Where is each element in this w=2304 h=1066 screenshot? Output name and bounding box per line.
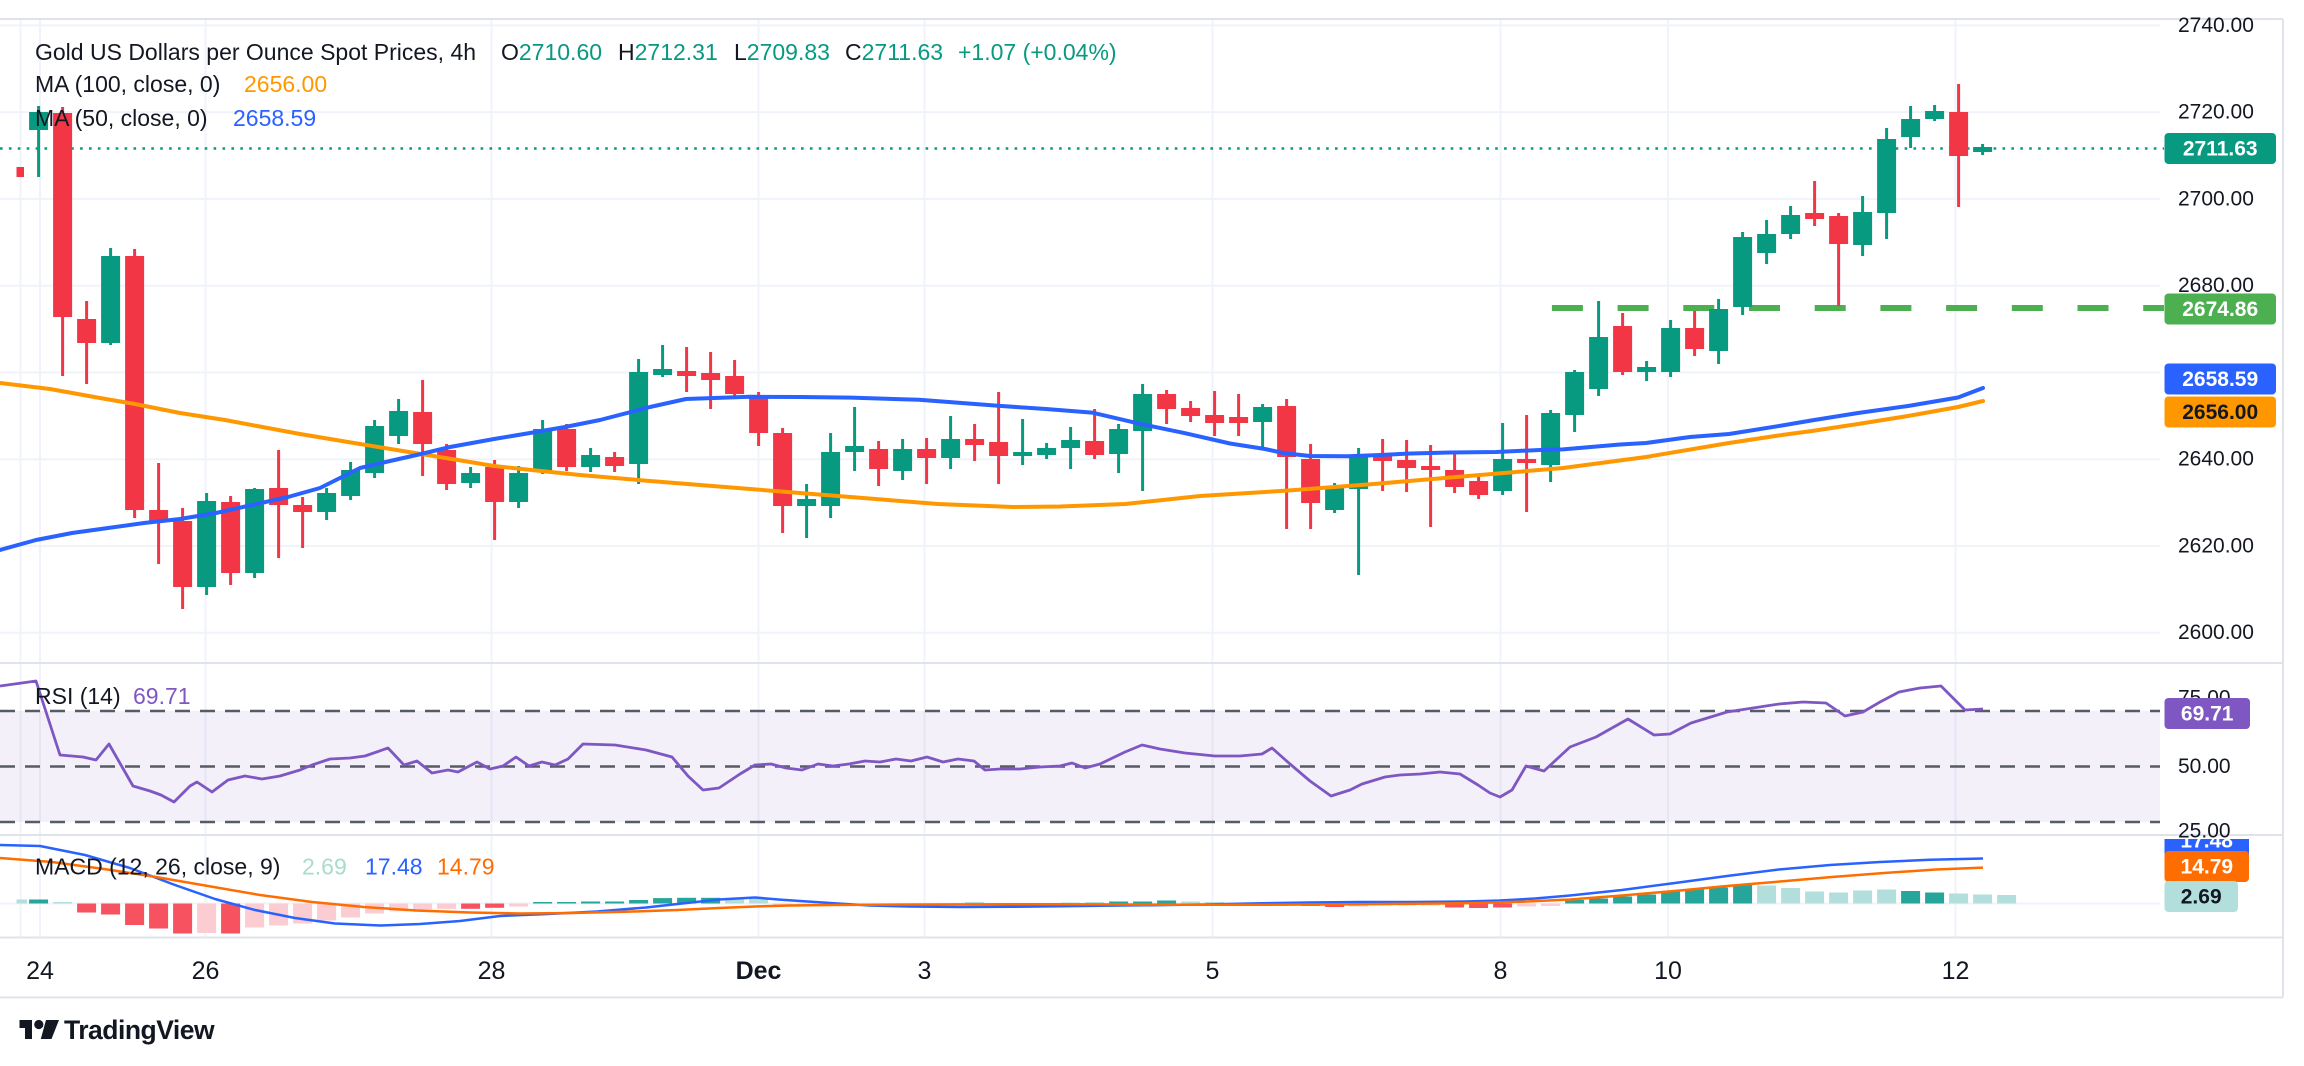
svg-text:2.69: 2.69 [2181,886,2222,909]
svg-text:2680.00: 2680.00 [2178,274,2254,297]
svg-text:26: 26 [192,957,220,985]
svg-text:17.48: 17.48 [365,854,423,880]
svg-text:2658.59: 2658.59 [233,105,316,131]
svg-text:2600.00: 2600.00 [2178,621,2254,644]
svg-text:2640.00: 2640.00 [2178,448,2254,471]
svg-text:L2709.83: L2709.83 [734,39,830,65]
svg-text:24: 24 [26,957,54,985]
svg-text:RSI (14): RSI (14) [35,683,121,709]
svg-text:12: 12 [1942,957,1970,985]
svg-text:3: 3 [918,957,932,985]
svg-text:MACD (12, 26, close, 9): MACD (12, 26, close, 9) [35,854,280,880]
svg-text:2720.00: 2720.00 [2178,101,2254,124]
svg-text:MA (50, close, 0): MA (50, close, 0) [35,105,208,131]
svg-text:69.71: 69.71 [2181,703,2234,726]
svg-text:14.79: 14.79 [437,854,495,880]
svg-text:2658.59: 2658.59 [2182,368,2258,391]
svg-text:2656.00: 2656.00 [2182,401,2258,424]
svg-text:14.79: 14.79 [2181,856,2234,879]
svg-text:MA (100, close, 0): MA (100, close, 0) [35,71,220,97]
svg-text:2656.00: 2656.00 [244,71,327,97]
svg-text:C2711.63: C2711.63 [845,39,943,65]
svg-text:TradingView: TradingView [64,1015,215,1045]
svg-text:69.71: 69.71 [133,683,191,709]
svg-text:2740.00: 2740.00 [2178,14,2254,37]
svg-text:8: 8 [1494,957,1508,985]
svg-text:Gold US Dollars per Ounce Spot: Gold US Dollars per Ounce Spot Prices, 4… [35,39,476,65]
svg-text:2700.00: 2700.00 [2178,187,2254,210]
svg-text:50.00: 50.00 [2178,755,2231,778]
svg-text:5: 5 [1206,957,1220,985]
svg-text:28: 28 [478,957,506,985]
svg-text:2620.00: 2620.00 [2178,534,2254,557]
svg-text:17.48: 17.48 [2180,830,2233,853]
svg-text:H2712.31: H2712.31 [618,39,718,65]
svg-text:O2710.60: O2710.60 [501,39,602,65]
svg-text:2.69: 2.69 [302,854,347,880]
svg-text:10: 10 [1654,957,1682,985]
svg-text:Dec: Dec [736,957,782,985]
svg-text:25.00: 25.00 [2178,820,2231,843]
svg-text:+1.07 (+0.04%): +1.07 (+0.04%) [958,39,1117,65]
svg-text:2674.86: 2674.86 [2182,298,2258,321]
svg-text:2711.63: 2711.63 [2183,138,2258,161]
